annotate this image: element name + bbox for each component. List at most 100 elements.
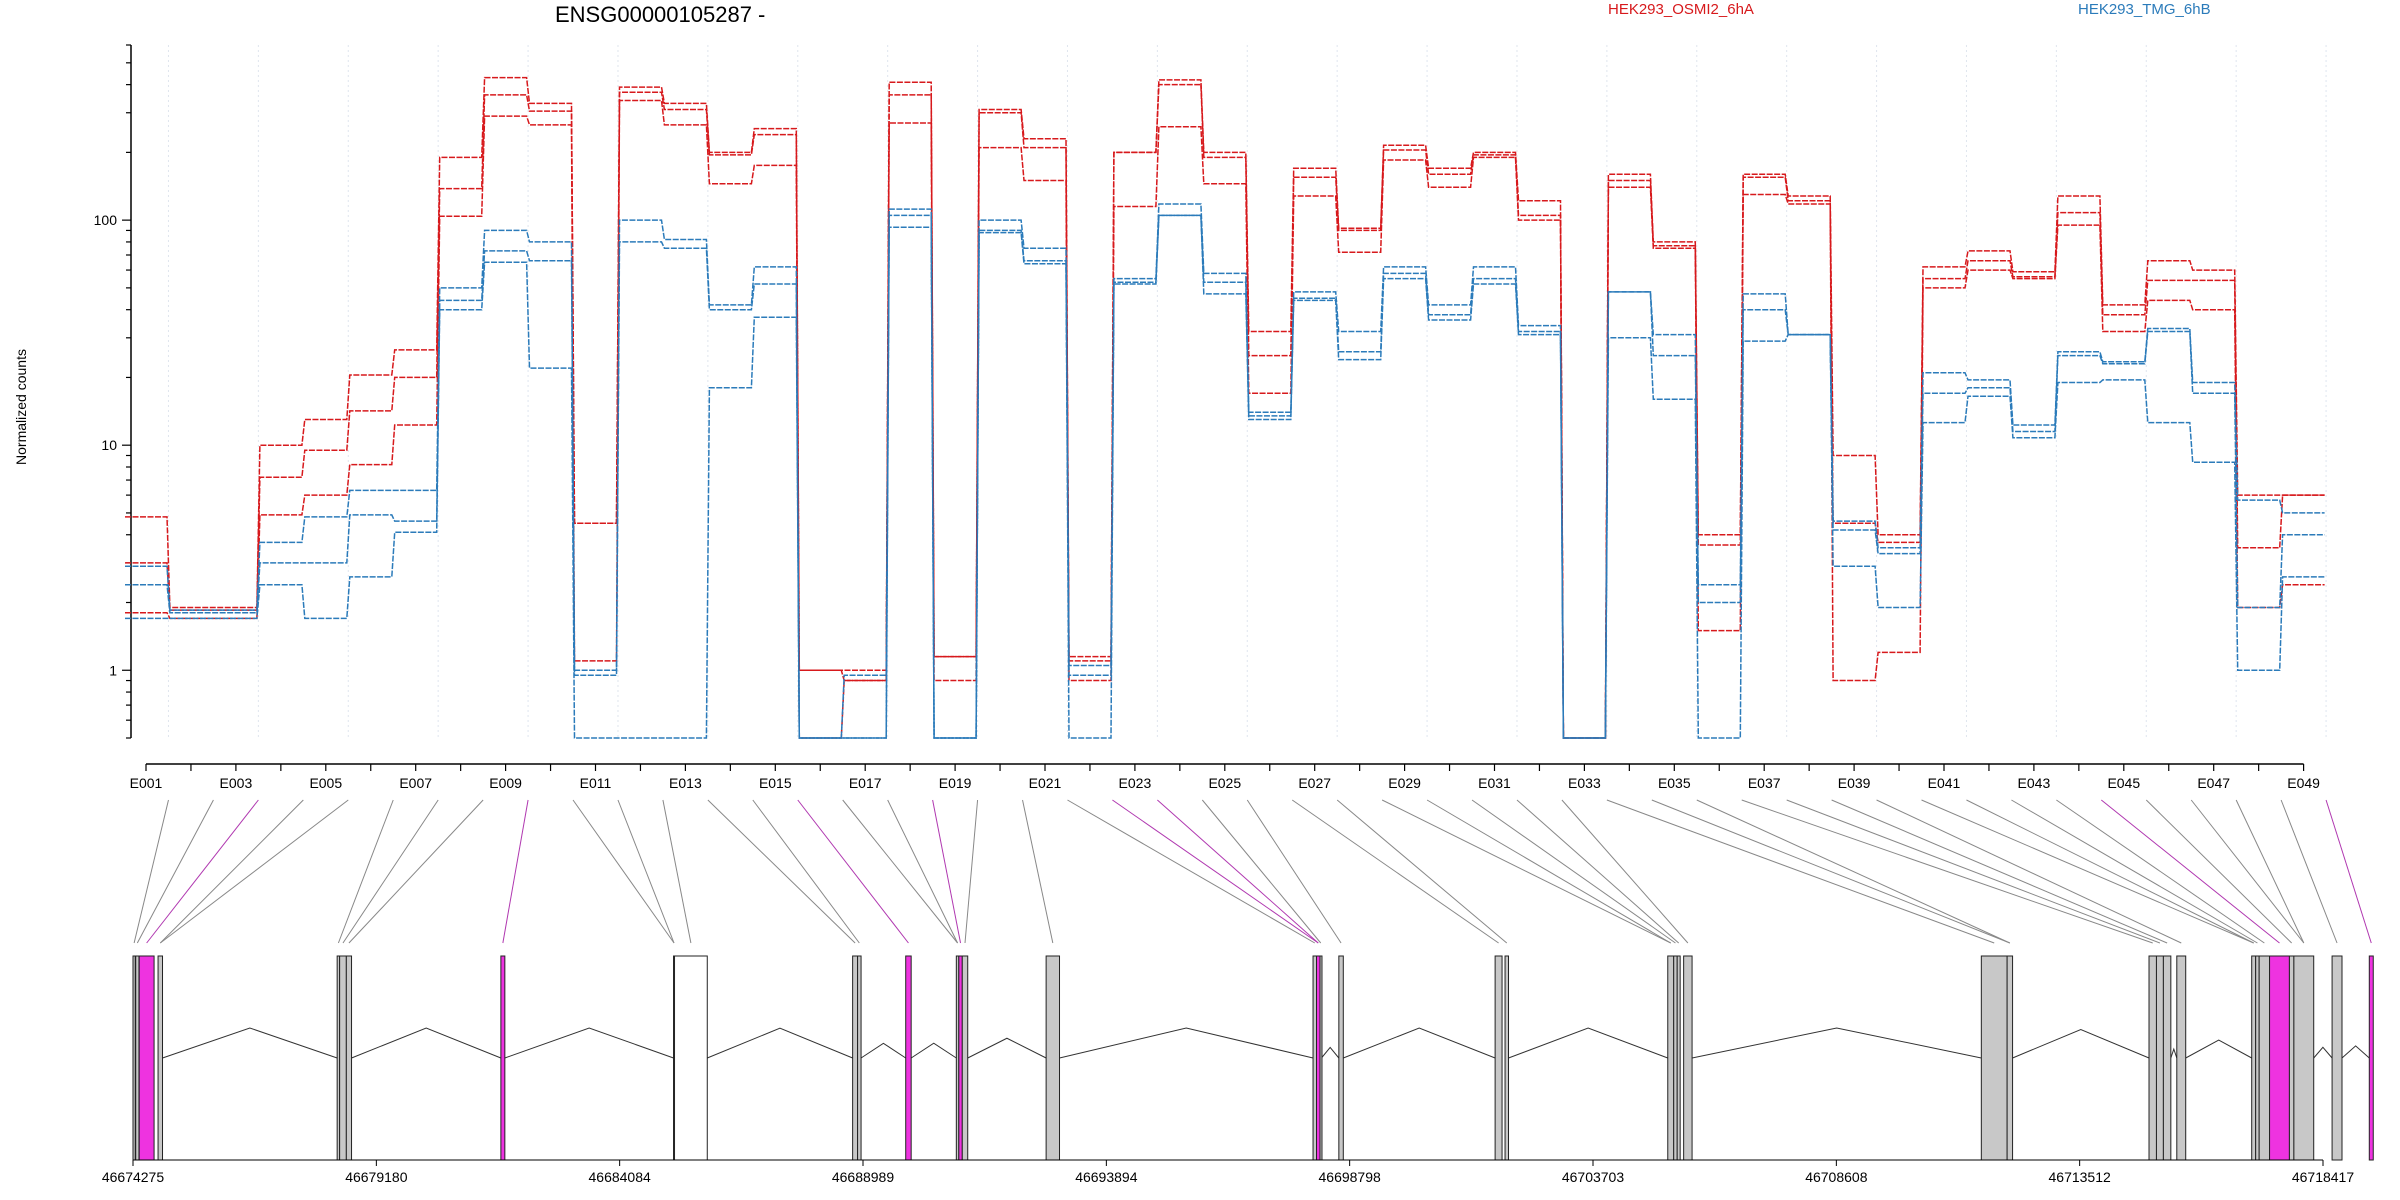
connector-line — [1157, 799, 1319, 944]
connector-line — [2101, 799, 2280, 944]
intron-line — [1508, 1027, 1668, 1059]
intron-line — [1691, 1027, 1982, 1059]
connector-line — [572, 799, 675, 944]
exon-bin — [2006, 955, 2014, 1161]
genomic-coordinate-axis: 46674275 46679180 46684084 46688989 46693894… — [102, 1159, 2354, 1185]
intron-line — [504, 1027, 674, 1059]
x-tick-label: E027 — [1298, 775, 1331, 791]
connector-line — [887, 799, 959, 944]
intron-line — [860, 1042, 906, 1059]
connector-line — [932, 799, 962, 944]
connector-line — [617, 799, 675, 944]
exon-bin — [2331, 955, 2343, 1161]
connector-line — [842, 799, 958, 944]
connector-line — [2145, 799, 2292, 944]
exon-bin-highlighted — [2269, 955, 2290, 1161]
x-tick-label: E029 — [1388, 775, 1421, 791]
genomic-tick-label: 46703703 — [1562, 1169, 1625, 1185]
exon-bin — [2162, 955, 2172, 1161]
x-tick-label: E035 — [1658, 775, 1691, 791]
series-lines — [125, 76, 2325, 739]
x-tick-label: E003 — [220, 775, 253, 791]
exon-bin — [1045, 955, 1061, 1161]
genomic-tick-label: 46713512 — [2049, 1169, 2112, 1185]
intron-line — [910, 1042, 957, 1059]
connector-line — [1516, 799, 1680, 944]
x-tick-label: E047 — [2197, 775, 2230, 791]
exon-bin — [2251, 955, 2257, 1161]
intron-line — [2313, 1046, 2333, 1059]
connector-line — [1201, 799, 1322, 944]
intron-line — [1059, 1027, 1314, 1059]
series-line — [125, 214, 2325, 739]
legend-entry-osmi2: HEK293_OSMI2_6hA — [1608, 1, 1754, 18]
exon-connector-lines — [133, 799, 2372, 944]
connector-line — [2325, 799, 2372, 944]
gene-model — [132, 955, 2374, 1161]
exon-bin — [1319, 955, 1323, 1161]
exon-bin — [2258, 955, 2271, 1161]
connector-line — [1786, 799, 2161, 944]
connector-line — [1022, 799, 1054, 944]
connector-line — [1876, 799, 2182, 944]
exon-bin — [1980, 955, 2008, 1161]
connector-line — [2280, 799, 2338, 944]
exon-bin-highlighted — [500, 955, 506, 1161]
x-tick-label: E041 — [1928, 775, 1961, 791]
x-tick-label: E017 — [849, 775, 882, 791]
exon-bin — [2288, 955, 2295, 1161]
series-line — [125, 83, 2325, 739]
exon-bin-highlighted — [2368, 955, 2374, 1161]
exon-bin — [1494, 955, 1503, 1161]
y-tick-label: 10 — [101, 437, 117, 453]
exon-bin — [857, 955, 862, 1161]
genomic-tick-label: 46684084 — [589, 1169, 652, 1185]
series-line — [125, 214, 2325, 739]
genomic-tick-label: 46708608 — [1805, 1169, 1868, 1185]
connector-line — [1741, 799, 2153, 944]
connector-line — [342, 799, 439, 944]
y-tick-label: 100 — [94, 212, 118, 228]
exon-bin — [1673, 955, 1678, 1161]
exon-bin — [1338, 955, 1344, 1161]
connector-line — [159, 799, 304, 944]
connector-line — [1112, 799, 1319, 944]
x-tick-label: E023 — [1119, 775, 1152, 791]
connector-line — [1067, 799, 1316, 944]
genomic-tick-label: 46674275 — [102, 1169, 165, 1185]
exon-bin — [1683, 955, 1693, 1161]
x-tick-label: E009 — [489, 775, 522, 791]
connector-line — [1966, 799, 2254, 944]
x-tick-label: E049 — [2287, 775, 2320, 791]
exon-bin — [132, 955, 136, 1161]
intron-line — [967, 1037, 1047, 1059]
x-tick-label: E033 — [1568, 775, 1601, 791]
connector-line — [1381, 799, 1671, 944]
connector-line — [797, 799, 909, 944]
genomic-tick-label: 46693894 — [1075, 1169, 1138, 1185]
connector-line — [662, 799, 692, 944]
x-tick-label: E039 — [1838, 775, 1871, 791]
intron-line — [2185, 1039, 2252, 1059]
connector-line — [133, 799, 169, 944]
intron-line — [1343, 1027, 1496, 1059]
x-tick-label: E045 — [2107, 775, 2140, 791]
connector-line — [136, 799, 214, 944]
exon-bin-highlighted — [1316, 955, 1321, 1161]
intron-line — [162, 1027, 338, 1059]
exon-bin-highlighted — [138, 955, 155, 1161]
connector-line — [1921, 799, 2254, 944]
exon-bin-highlighted — [958, 955, 963, 1161]
genomic-tick-label: 46679180 — [345, 1169, 408, 1185]
intron-line — [2012, 1028, 2150, 1059]
connector-line — [1291, 799, 1499, 944]
y-tick-label: 1 — [109, 662, 117, 678]
x-axis: E001 E003 E005 E007 E009 E011 E013 E015 E017 E019… — [130, 763, 2320, 791]
exon-bin — [961, 955, 969, 1161]
exon-bin — [1312, 955, 1318, 1161]
exon-bin — [852, 955, 859, 1161]
connector-line — [1471, 799, 1676, 944]
exon-bin — [157, 955, 164, 1161]
